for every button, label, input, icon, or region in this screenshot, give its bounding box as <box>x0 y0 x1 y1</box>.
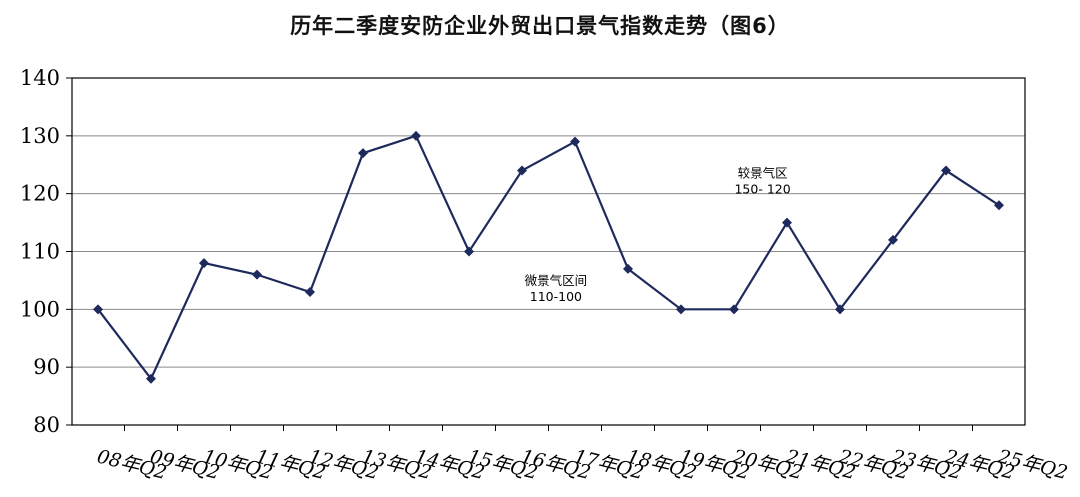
y-tick-label: 90 <box>33 355 60 379</box>
y-tick-label: 80 <box>33 413 60 437</box>
data-point-marker <box>464 246 474 257</box>
data-point-marker <box>252 269 262 280</box>
annotation-label: 较景气区 <box>738 165 788 180</box>
y-tick-label: 130 <box>20 124 60 148</box>
data-point-marker <box>676 304 686 315</box>
series-line <box>97 134 1000 381</box>
data-point-marker <box>729 304 739 315</box>
data-point-marker <box>994 200 1004 211</box>
y-tick-label: 140 <box>20 66 60 90</box>
y-tick-label: 110 <box>20 240 60 264</box>
data-point-marker <box>782 217 792 228</box>
y-tick-label: 100 <box>20 297 60 321</box>
y-tick-label: 120 <box>20 182 60 206</box>
data-point-marker <box>146 373 156 384</box>
annotation-range: 110-100 <box>530 289 582 304</box>
series-index <box>93 130 1004 384</box>
data-point-marker <box>941 165 951 176</box>
data-point-marker <box>570 136 580 147</box>
annotation-range: 150- 120 <box>734 181 790 196</box>
data-point-marker <box>358 148 368 159</box>
data-point-marker <box>888 234 898 245</box>
data-point-marker <box>623 263 633 274</box>
gridlines <box>72 135 1025 368</box>
data-point-marker <box>305 286 315 297</box>
x-axis-ticks: 08年Q209年Q210年Q211年Q212年Q213年Q214年Q215年Q2… <box>95 425 1070 484</box>
data-point-marker <box>199 258 209 269</box>
data-point-marker <box>835 304 845 315</box>
chart-title: 历年二季度安防企业外贸出口景气指数走势（图6） <box>290 14 790 38</box>
data-point-marker <box>411 130 421 141</box>
data-point-marker <box>517 165 527 176</box>
annotation-label: 微景气区间 <box>525 273 588 288</box>
y-axis-ticks: 80 90 100 110 120 130 140 <box>20 66 72 437</box>
data-point-marker <box>93 304 103 315</box>
